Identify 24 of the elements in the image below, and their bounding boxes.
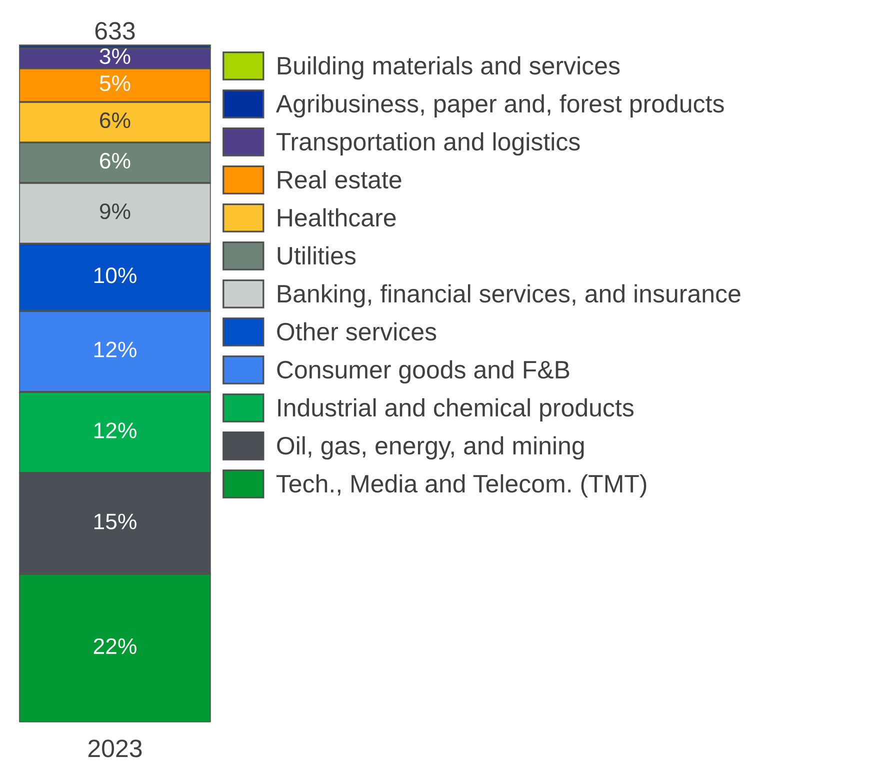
data-label: 9% <box>100 203 130 220</box>
legend-label: Tech., Media and Telecom. (TMT) <box>276 474 646 498</box>
legend-label: Agribusiness, paper and, forest products <box>276 94 724 118</box>
data-label: 6% <box>100 152 130 169</box>
legend-label: Oil, gas, energy, and mining <box>277 436 584 460</box>
data-label: 10% <box>94 268 136 284</box>
legend-label: Real estate <box>278 170 402 189</box>
data-label: 15% <box>94 514 136 530</box>
legend-label: Banking, financial services, and insurance <box>278 284 740 308</box>
legend-label: Healthcare <box>278 208 396 227</box>
legend-label: Industrial and chemical products <box>278 398 634 422</box>
legend-label: Utilities <box>278 246 356 265</box>
legend-label: Consumer goods and F&B <box>277 360 570 384</box>
x-tick-label: 2023 <box>88 740 142 758</box>
data-label: 22% <box>94 638 136 654</box>
data-label: 6% <box>100 112 130 128</box>
legend-label: Other services <box>277 322 436 341</box>
legend-label: Building materials and services <box>278 56 620 80</box>
text: 633 <box>95 22 135 40</box>
data-label: 5% <box>100 75 130 92</box>
legend-label: Transportation and logistics <box>276 132 580 156</box>
data-label: 12% <box>94 422 136 438</box>
data-label: 3% <box>100 48 130 64</box>
data-label: 12% <box>94 342 136 358</box>
